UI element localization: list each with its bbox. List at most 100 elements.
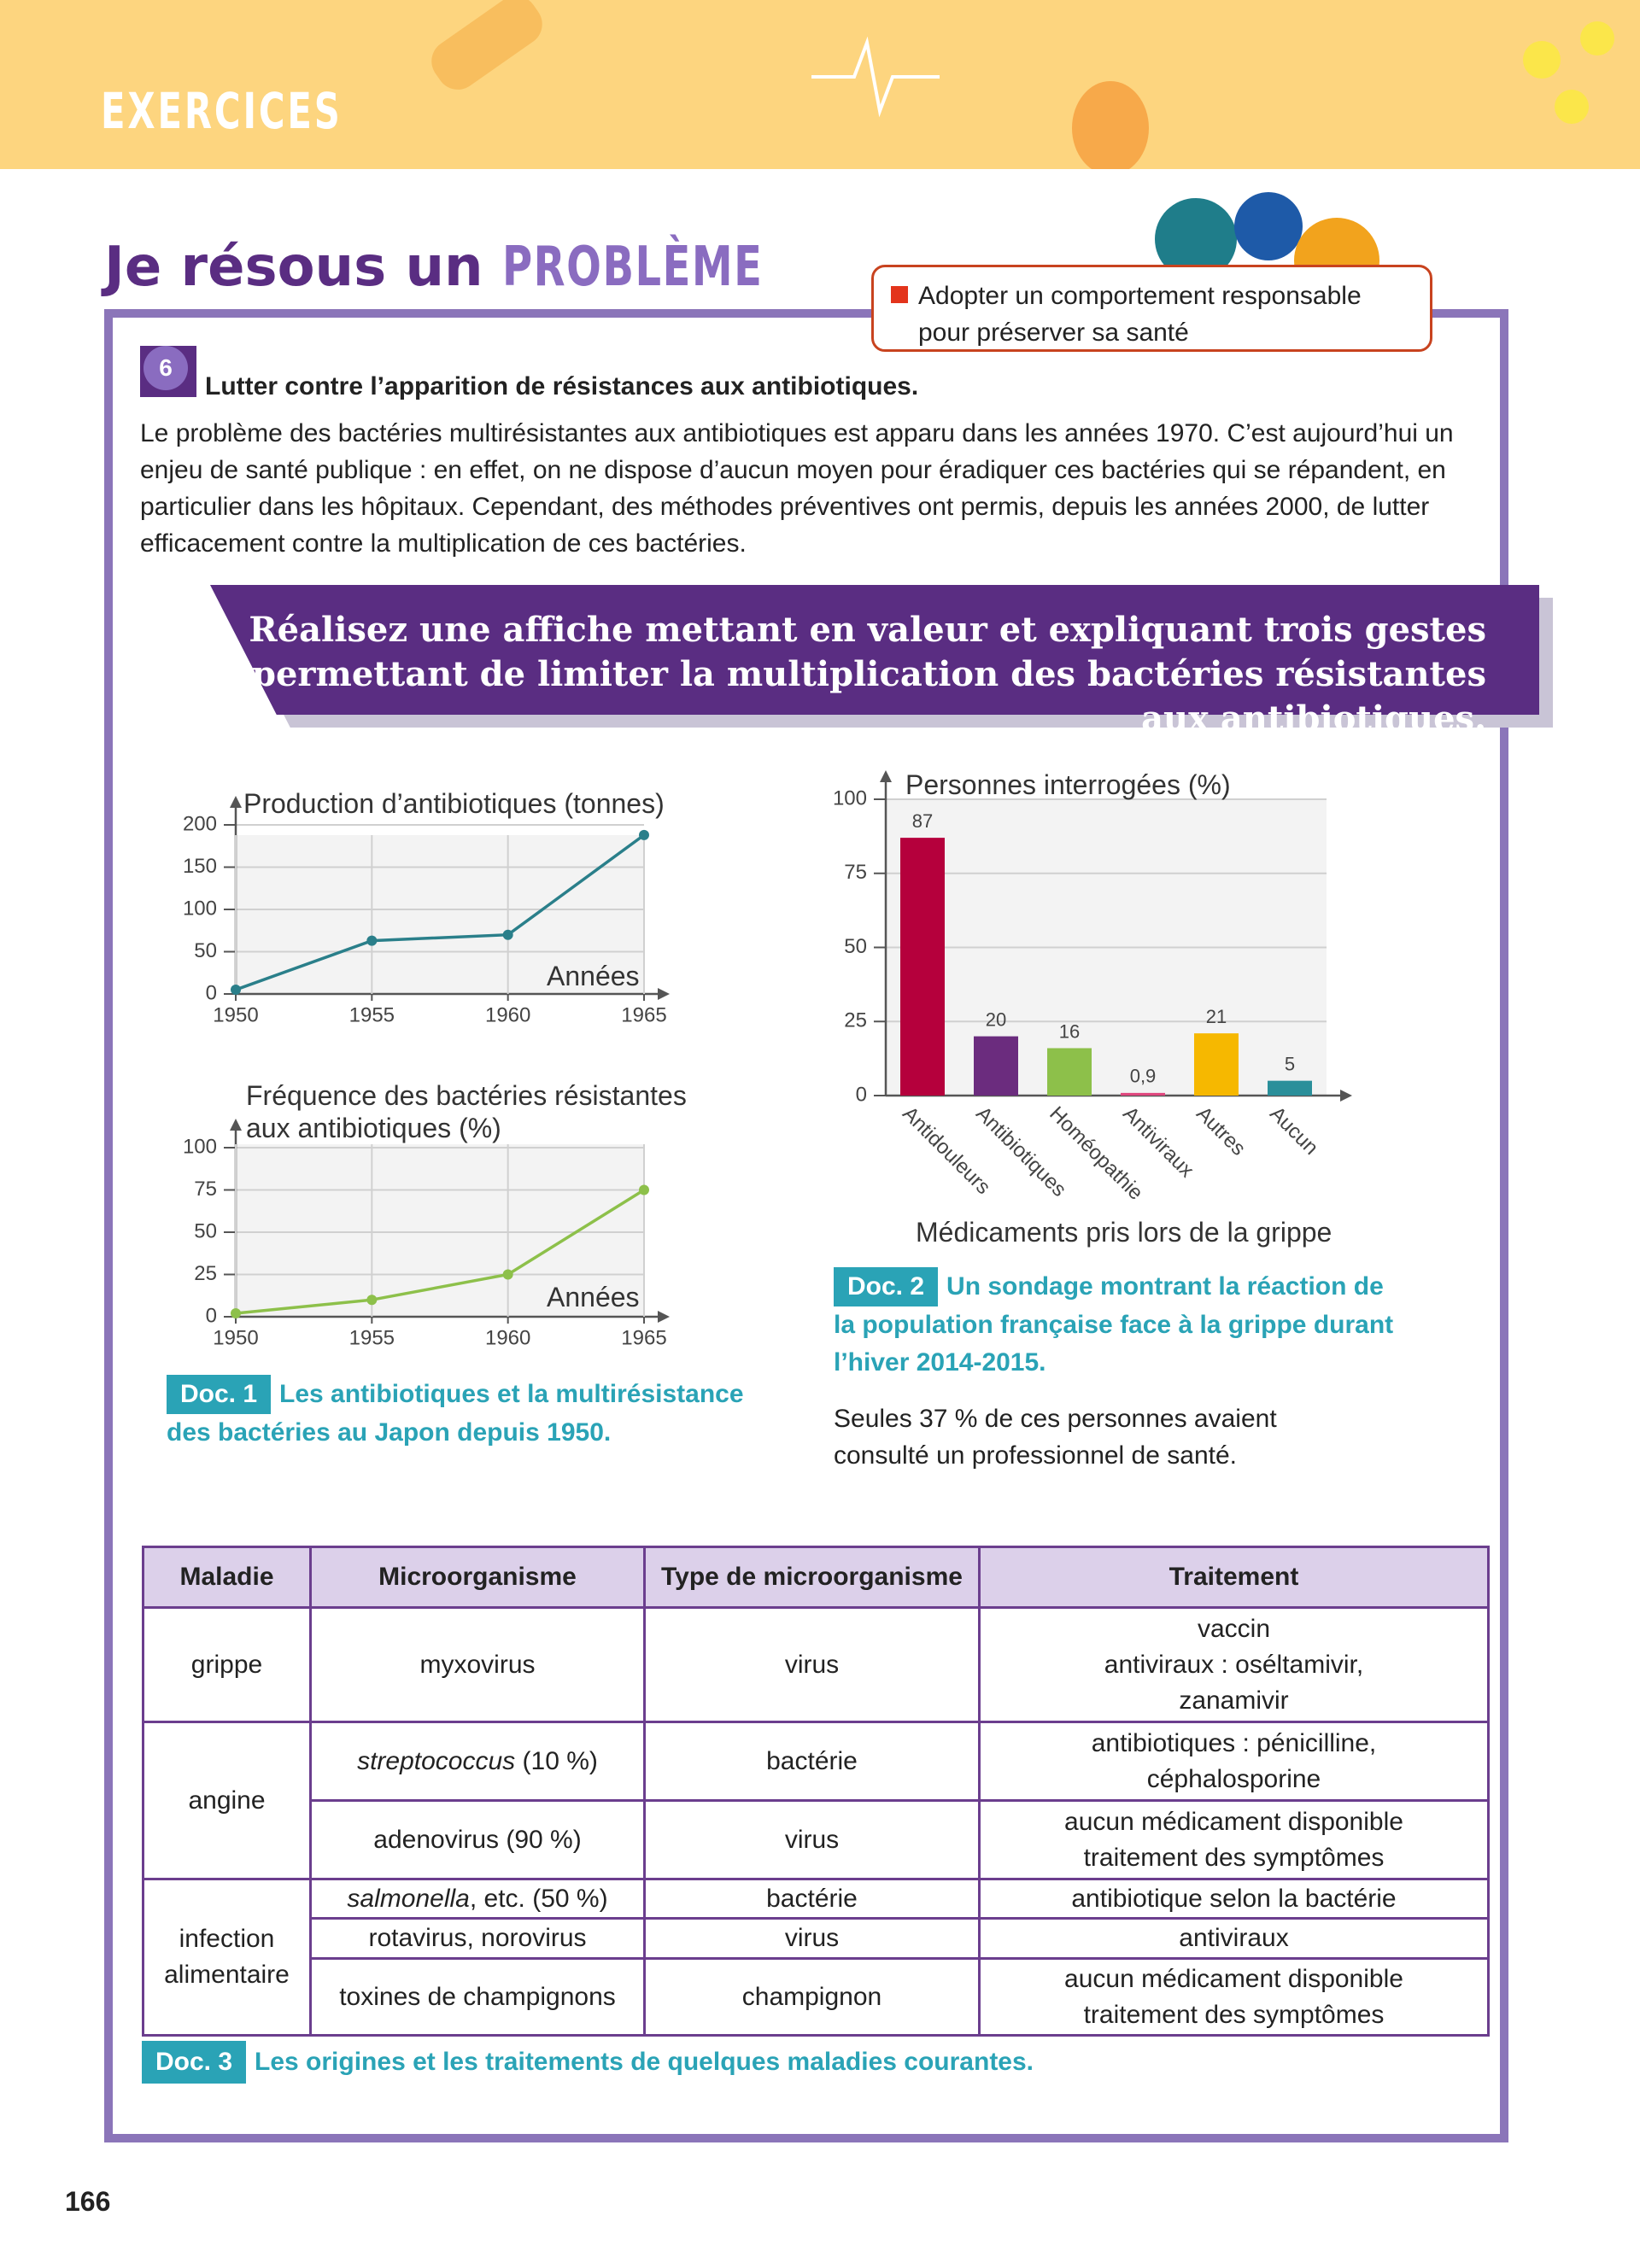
header-cell: Traitement <box>978 1546 1490 1609</box>
cell: rotavirus, norovirus <box>309 1917 646 1960</box>
value-label: 20 <box>986 1008 1006 1030</box>
table-header: Maladie Microorganisme Type de microorga… <box>142 1546 1490 1609</box>
doc-label: Doc. 3 <box>142 2041 247 2084</box>
doc-caption: Doc. 1 Les antibiotiques et la multirésis… <box>167 1375 747 1452</box>
x-tick-label: Autres <box>1192 1102 1250 1160</box>
header-cell: Maladie <box>142 1546 312 1609</box>
cell-line: vaccin <box>1197 1614 1271 1643</box>
x-tick-label: 1965 <box>621 1003 666 1026</box>
header-decor <box>431 0 1614 175</box>
x-arrow <box>658 1311 670 1323</box>
x-arrow <box>658 988 670 1000</box>
cell: aucun médicament disponible traitement de… <box>978 1799 1490 1880</box>
doc-label: Doc. 1 <box>167 1375 272 1414</box>
y-tick-label: 100 <box>183 1135 217 1158</box>
data-line <box>235 1189 645 1315</box>
cell: champignon <box>643 1957 981 2037</box>
y-tick-label: 50 <box>844 935 867 958</box>
task-text: Réalisez une affiche mettant en valeur e… <box>249 610 1486 739</box>
cell: virus <box>643 1606 981 1723</box>
cell-italic: streptococcus <box>357 1746 516 1775</box>
decor-heart <box>1072 81 1149 175</box>
chart-y-label: Fréquence des bactéries résistantes aux … <box>246 1080 687 1143</box>
doc-caption-text: Les origines et les traitements de quelq… <box>255 2048 1034 2076</box>
x-arrow <box>1340 1090 1352 1102</box>
data-point <box>366 1295 378 1306</box>
y-tick-label: 0 <box>206 1304 217 1327</box>
value-label: 5 <box>1285 1053 1295 1074</box>
cell-italic: salmonella <box>347 1884 470 1913</box>
disease-table: Maladie Microorganisme Type de microorga… <box>142 1546 1490 2037</box>
cell: virus <box>643 1799 981 1880</box>
y-arrow <box>880 770 892 782</box>
cell-line: traitement des symptômes <box>1083 2000 1385 2029</box>
cell: bactérie <box>643 1878 981 1920</box>
value-label: 0,9 <box>1130 1066 1157 1087</box>
cell-line: aucun médicament disponible <box>1064 1964 1403 1993</box>
data-point <box>231 985 241 996</box>
data-point <box>502 1269 513 1280</box>
doc-label: Doc. 2 <box>834 1267 939 1306</box>
data-point <box>639 1184 649 1195</box>
bar <box>900 838 945 1096</box>
header-cell: Microorganisme <box>309 1546 646 1609</box>
x-tick-label: 1960 <box>485 1326 530 1349</box>
gear <box>1234 192 1303 260</box>
section-title-big: PROBLÈME <box>501 236 764 299</box>
chart-x-label: Années <box>547 1282 640 1312</box>
gears <box>1155 192 1379 273</box>
y-tick-label: 100 <box>833 786 867 810</box>
y-tick-label: 50 <box>194 939 217 962</box>
y-arrow <box>230 1119 242 1131</box>
competence-badge: Adopter un comportement responsable pour… <box>871 265 1432 352</box>
chart-x-label: Années <box>547 961 640 991</box>
header-band <box>0 0 1640 175</box>
cell: adenovirus (90 %) <box>309 1799 646 1880</box>
data-point <box>639 829 649 840</box>
cell: streptococcus (10 %) <box>309 1721 646 1802</box>
doc-caption-text: Les antibiotiques et la multirésistance … <box>167 1380 744 1447</box>
exercise-number: 6 <box>144 346 188 390</box>
table-row: angine streptococcus (10 %) bactérie ant… <box>142 1721 1490 1880</box>
chart-x-label: Médicaments pris lors de la grippe <box>916 1217 1332 1248</box>
y-tick-label: 50 <box>194 1219 217 1242</box>
cell: salmonella, etc. (50 %) <box>309 1878 646 1920</box>
value-label: 16 <box>1059 1020 1080 1042</box>
cell-line: traitement des symptômes <box>1083 1843 1385 1872</box>
page-number: 166 <box>65 2186 111 2217</box>
data-point <box>366 935 378 946</box>
data-line <box>235 833 646 991</box>
value-label: 21 <box>1206 1006 1227 1027</box>
x-tick-label: 1950 <box>213 1003 258 1026</box>
data-point <box>502 929 513 940</box>
decor-dot <box>1555 90 1589 124</box>
header-cell: Type de microorganisme <box>643 1546 981 1609</box>
cell: toxines de champignons <box>309 1957 646 2037</box>
y-tick-label: 75 <box>844 861 867 884</box>
chart-y-label: Personnes interrogées (%) <box>905 769 1231 800</box>
table-row: adenovirus (90 %) virus aucun médicament… <box>144 1799 1490 1880</box>
cell: antibiotiques : pénicilline, céphalospor… <box>978 1721 1490 1802</box>
exercise-text: Le problème des bactéries multirésistant… <box>140 419 1454 558</box>
x-tick-label: 1950 <box>213 1326 258 1349</box>
cell: vaccin antiviraux : oséltamivir, zanamivi… <box>978 1606 1490 1723</box>
y-tick-label: 200 <box>183 812 217 835</box>
bar <box>1047 1048 1092 1096</box>
decor-bandage <box>431 0 542 90</box>
header-label: EXERCICES <box>101 82 343 140</box>
bar <box>974 1036 1018 1096</box>
y-tick-label: 100 <box>183 897 217 920</box>
section-title-text: Je résous un <box>104 236 483 299</box>
x-tick-label: 1955 <box>349 1003 395 1026</box>
task-banner <box>210 585 1539 715</box>
doc-caption: Doc. 3 Les origines et les traitements de… <box>142 2041 1423 2084</box>
value-label: 87 <box>912 810 933 832</box>
y-arrow <box>230 796 242 808</box>
cell: bactérie <box>643 1721 981 1802</box>
bar <box>1194 1033 1239 1096</box>
decor-dot <box>1580 21 1614 56</box>
exercise-frame <box>104 309 1508 2142</box>
cell: virus <box>643 1917 981 1960</box>
data-point <box>231 1308 241 1319</box>
